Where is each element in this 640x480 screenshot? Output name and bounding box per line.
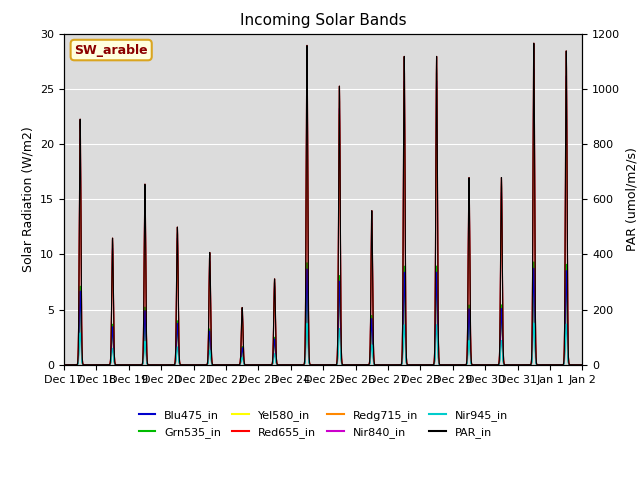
Legend: Blu475_in, Grn535_in, Yel580_in, Red655_in, Redg715_in, Nir840_in, Nir945_in, PA: Blu475_in, Grn535_in, Yel580_in, Red655_… bbox=[134, 406, 512, 442]
Y-axis label: Solar Radiation (W/m2): Solar Radiation (W/m2) bbox=[22, 126, 35, 272]
Title: Incoming Solar Bands: Incoming Solar Bands bbox=[240, 13, 406, 28]
Text: SW_arable: SW_arable bbox=[74, 44, 148, 57]
Y-axis label: PAR (umol/m2/s): PAR (umol/m2/s) bbox=[626, 147, 639, 251]
